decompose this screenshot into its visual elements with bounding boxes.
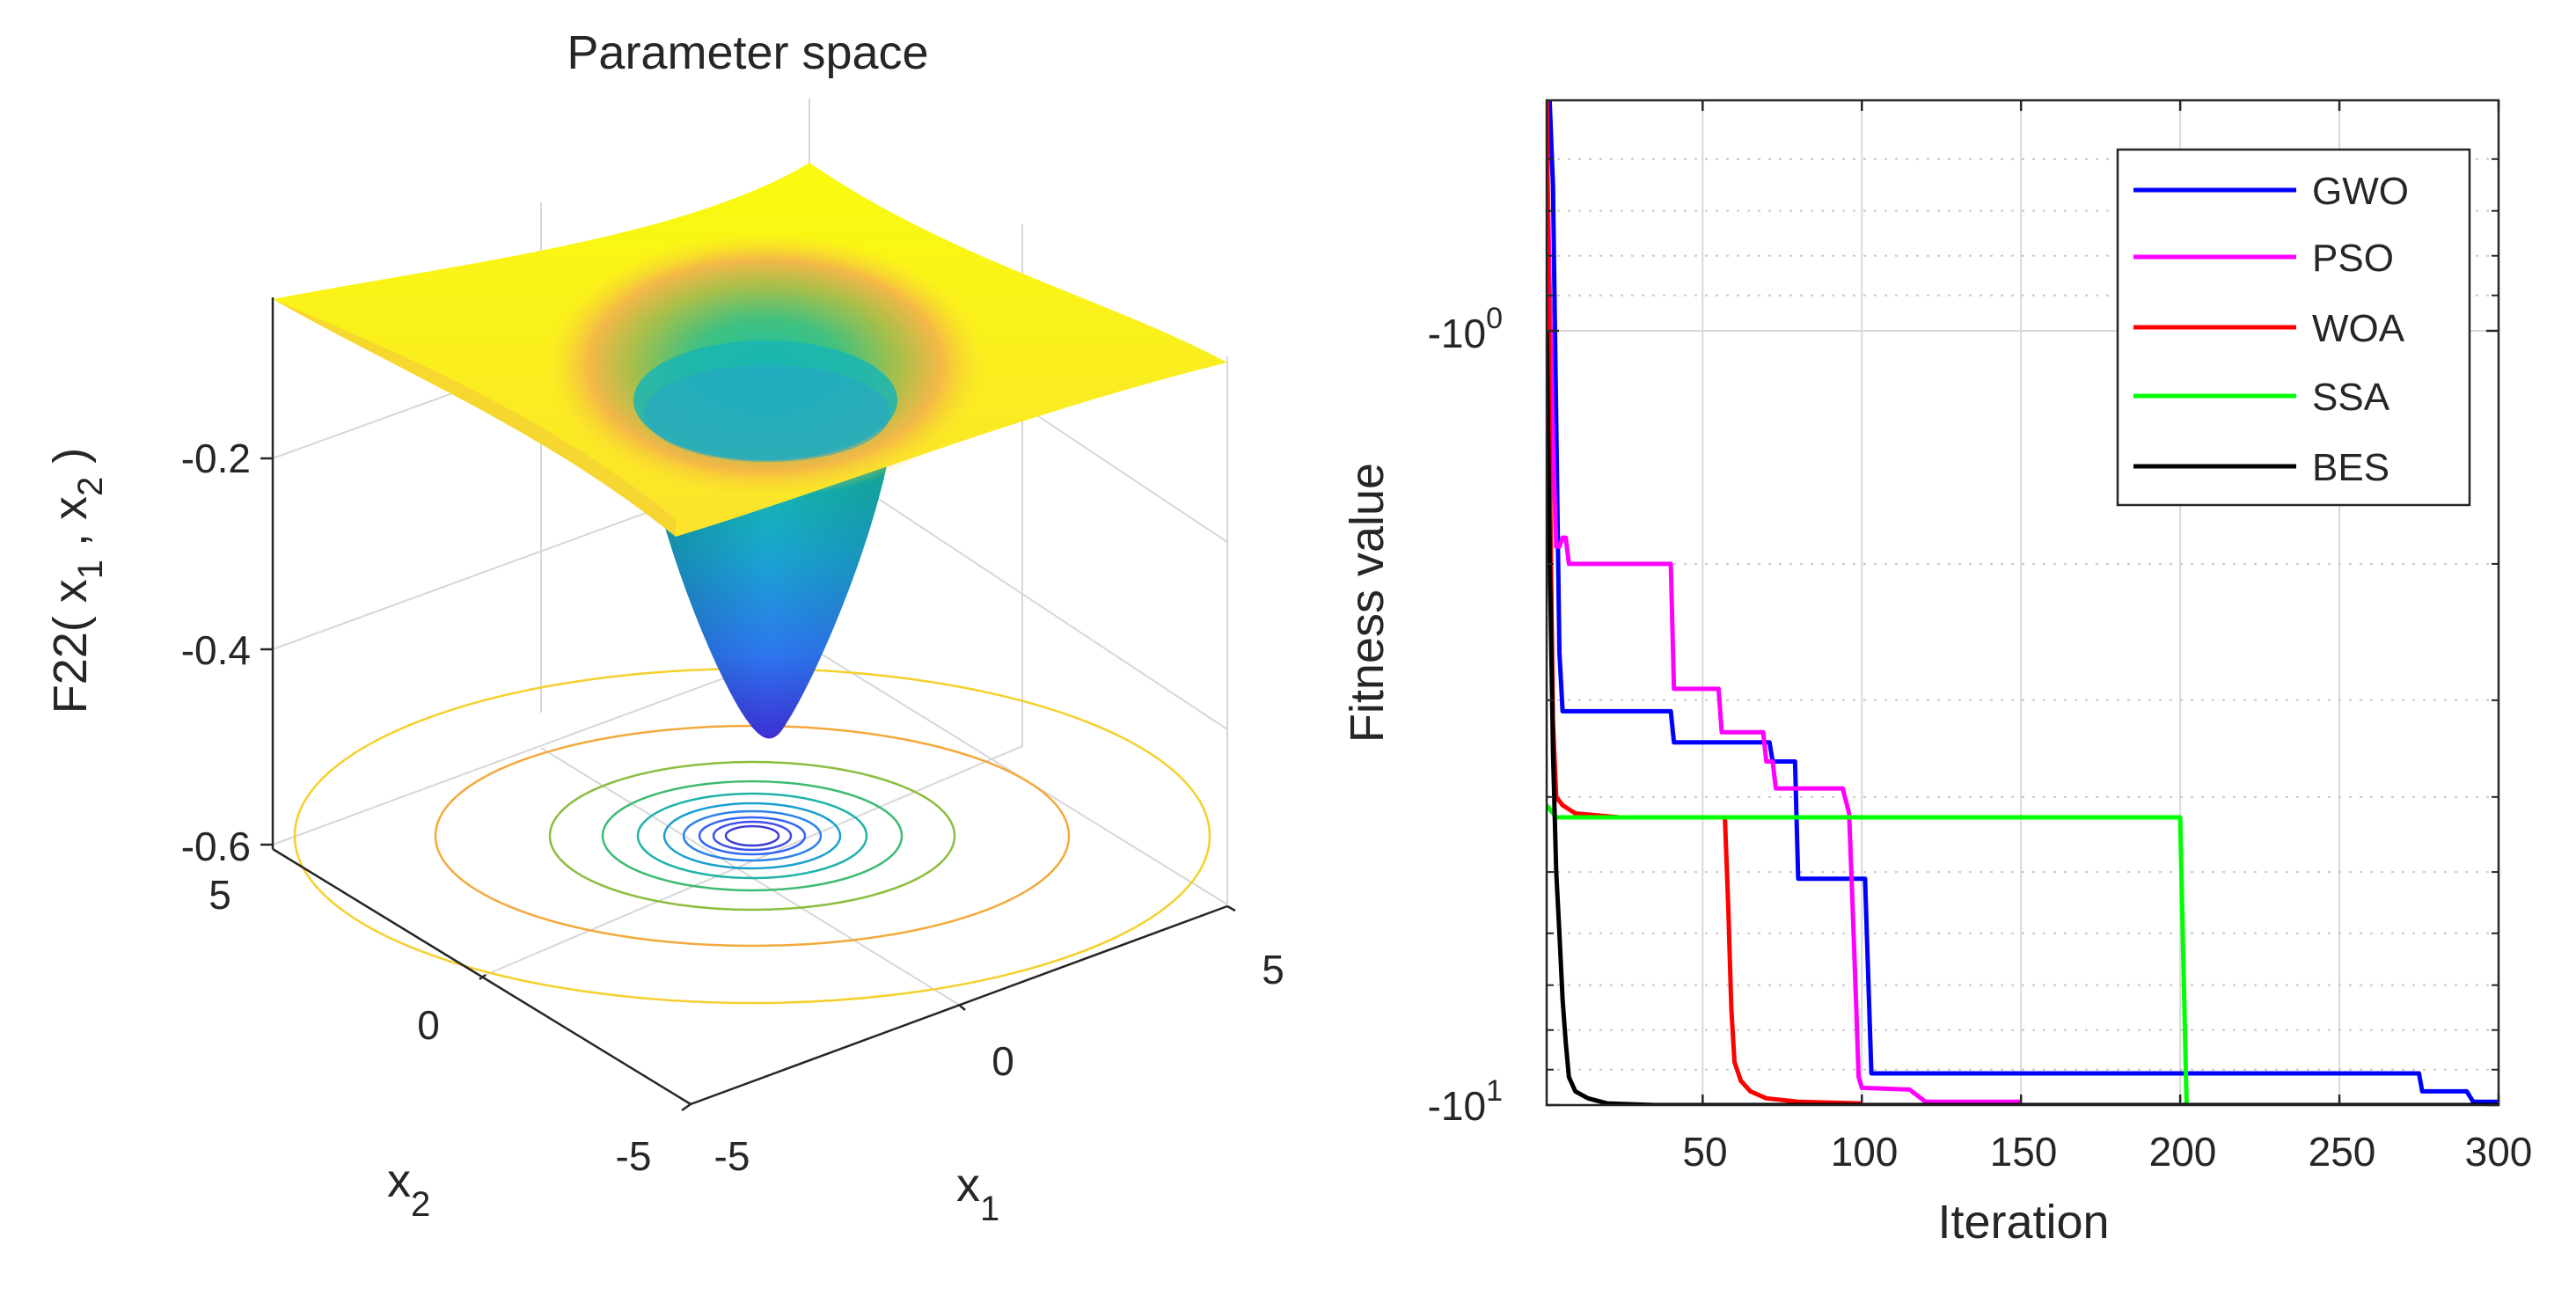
contour-ring [698,816,807,856]
contour-ring [434,724,1071,948]
surface-ticks [260,457,1236,1112]
x-tick-label: 100 [1831,1129,1899,1175]
x-tick-label: 250 [2309,1129,2376,1175]
z-tick-label: -0.4 [181,627,251,673]
z-tick-label: -0.2 [181,436,251,481]
contour-ring [662,802,842,870]
legend-item-pso: PSO [2133,237,2394,280]
x-tick-label: 0 [992,1038,1014,1084]
series-line-ssa [1547,803,2499,1105]
legend: GWO PSO WOA SSA BES [2116,148,2471,507]
y-tick-label: -100 [1428,302,1503,356]
surface-funnel-shade [648,458,889,739]
x-tick-label: 300 [2465,1129,2533,1175]
contour-ring [724,824,780,847]
legend-label: PSO [2312,237,2394,280]
y-tick-label: -101 [1428,1074,1503,1129]
x-tick-label: 200 [2149,1129,2217,1175]
plot-frame [1545,99,2500,1107]
contour-ring [682,809,823,862]
y-tick-label: -5 [616,1133,652,1179]
legend-label: SSA [2312,376,2390,419]
contour-ring [712,820,793,852]
x-tick-label: -5 [714,1133,750,1179]
surface-title: Parameter space [567,26,928,79]
contour-ring [548,760,956,912]
series-line-woa [1547,100,1862,1105]
x2-axis-label: x2 [387,1154,430,1224]
x-tick-label: 150 [1990,1129,2058,1175]
surface-plot: Parameter space [44,26,1284,1228]
y-tick-label: 0 [417,1002,440,1048]
contour-ring [601,780,904,892]
legend-label: GWO [2312,170,2409,213]
x-axis-label: Iteration [1937,1196,2109,1248]
legend-label: WOA [2312,307,2405,350]
x-tick-label: 50 [1682,1129,1727,1175]
legend-item-gwo: GWO [2133,170,2409,213]
z-axis-label: F22( x1 , x2 ) [44,448,110,714]
y-axis-label: Fitness value [1341,463,1394,743]
convergence-plot: -100 -101 50 100 150 200 250 300 Iterati… [1341,99,2533,1248]
x1-axis-label: x1 [956,1159,999,1228]
x-tick-label: 5 [1262,947,1284,992]
series-line-bes [1547,330,2499,1105]
z-tick-label: -0.6 [181,824,251,869]
surface-bowl-hole [644,365,890,462]
legend-item-bes: BES [2133,446,2389,489]
series-line-gwo [1547,100,2499,1104]
plot-series [1547,100,2499,1105]
legend-label: BES [2312,446,2389,489]
series-line-pso [1547,129,2022,1104]
legend-item-woa: WOA [2133,307,2405,350]
legend-item-ssa: SSA [2133,376,2390,419]
contour-ring [636,792,868,880]
plot-ticks [1547,100,2500,1107]
y-tick-label: 5 [209,872,231,918]
